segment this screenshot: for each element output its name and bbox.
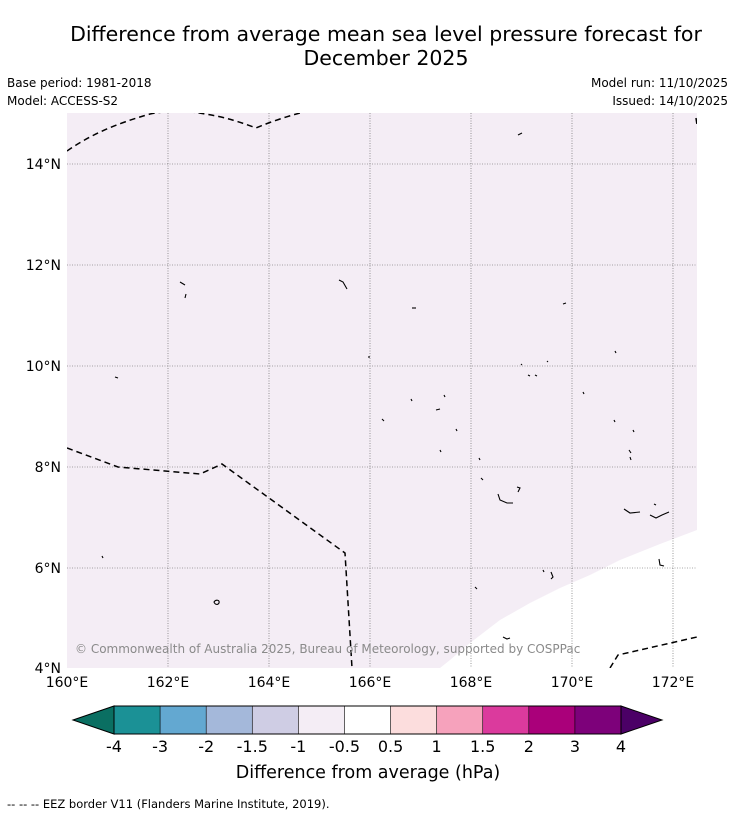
island — [114, 376, 119, 379]
island — [338, 279, 348, 290]
island — [480, 477, 484, 481]
island — [550, 571, 554, 580]
colorbar-segment — [528, 705, 576, 735]
lon-axis: 160°E 162°E 164°E 166°E 168°E 170°E 172°… — [46, 675, 695, 691]
colorbar-tick-label: -1.5 — [237, 737, 268, 756]
island — [184, 293, 187, 299]
lon-label-172e: 172°E — [652, 675, 695, 691]
lat-label-14n: 14°N — [26, 157, 61, 173]
lat-gridlines — [67, 163, 697, 569]
island — [546, 360, 549, 363]
colorbar-segment — [436, 705, 484, 735]
eez-borders — [67, 113, 697, 668]
lat-label-4n: 4°N — [35, 661, 61, 677]
island — [381, 418, 385, 422]
island — [410, 398, 413, 402]
island — [213, 599, 220, 605]
island — [435, 408, 441, 411]
island — [179, 281, 186, 286]
colorbar-tick-label: 0.5 — [378, 737, 403, 756]
title-line-2: December 2025 — [303, 46, 469, 70]
island — [527, 374, 538, 377]
model-label: Model: ACCESS-S2 — [7, 94, 119, 108]
lat-label-12n: 12°N — [26, 258, 61, 274]
island — [623, 508, 641, 514]
colorbar-tick-label: -2 — [198, 737, 214, 756]
colorbar-tick-label: -4 — [106, 737, 122, 756]
colorbar-extend-high — [620, 705, 664, 735]
lon-label-164e: 164°E — [248, 675, 291, 691]
colorbar-tick-label: 4 — [616, 737, 626, 756]
island — [613, 419, 616, 423]
colorbar-segment — [344, 705, 392, 735]
colorbar-tick-label: -0.5 — [329, 737, 360, 756]
colorbar-tick-label: 2 — [524, 737, 534, 756]
island — [653, 503, 657, 506]
colorbar-segment — [205, 705, 253, 735]
eez-border-north — [67, 113, 301, 152]
colorbar-tick-label: 1.5 — [470, 737, 495, 756]
island — [443, 394, 446, 398]
colorbar-tick-label: -3 — [152, 737, 168, 756]
colorbar-tick-label: 3 — [570, 737, 580, 756]
title-line-1: Difference from average mean sea level p… — [70, 22, 702, 46]
island — [632, 429, 635, 433]
lon-label-166e: 166°E — [349, 675, 392, 691]
lat-label-6n: 6°N — [35, 561, 61, 577]
lat-label-8n: 8°N — [35, 460, 61, 476]
issued-label: Issued: 14/10/2025 — [612, 94, 728, 108]
colorbar-segment — [574, 705, 622, 735]
model-run-label: Model run: 11/10/2025 — [590, 76, 728, 90]
island — [582, 391, 585, 395]
island — [628, 449, 632, 461]
colorbar-segments — [113, 705, 622, 735]
colorbar-segment — [482, 705, 530, 735]
islands — [101, 132, 670, 640]
colorbar-tick-labels: -4 -3 -2 -1.5 -1 -0.5 0.5 1 1.5 2 3 4 — [106, 737, 626, 756]
colorbar-frame — [113, 705, 622, 735]
colorbar-segment — [390, 705, 438, 735]
eez-border-northeast — [695, 117, 697, 126]
lon-label-160e: 160°E — [46, 675, 89, 691]
island — [658, 558, 665, 567]
lon-label-162e: 162°E — [147, 675, 190, 691]
pressure-anomaly-region — [67, 113, 697, 668]
eez-border-central — [67, 447, 353, 668]
island — [520, 363, 523, 366]
island — [502, 636, 511, 640]
map-panel: © Commonwealth of Australia 2025, Bureau… — [67, 113, 697, 668]
island — [439, 449, 442, 453]
island — [478, 457, 481, 461]
colorbar-tick-label: 1 — [432, 737, 442, 756]
island — [517, 132, 523, 136]
island — [497, 493, 513, 504]
lon-label-170e: 170°E — [551, 675, 594, 691]
colorbar-segment — [251, 705, 299, 735]
island — [542, 569, 545, 573]
colorbar-extend-low — [71, 705, 115, 735]
colorbar-segment — [159, 705, 207, 735]
colorbar-tick-label: -1 — [290, 737, 306, 756]
lat-axis: 14°N 12°N 10°N 8°N 6°N 4°N — [26, 157, 61, 677]
island — [562, 302, 567, 305]
colorbar-segment — [113, 705, 161, 735]
island — [614, 350, 617, 354]
island — [101, 555, 104, 559]
copyright-notice: © Commonwealth of Australia 2025, Bureau… — [75, 642, 580, 656]
lon-gridlines — [167, 113, 674, 668]
island — [455, 428, 458, 432]
island — [474, 586, 478, 590]
eez-border-southeast — [609, 636, 697, 668]
colorbar-segment — [298, 705, 346, 735]
lat-label-10n: 10°N — [26, 359, 61, 375]
chart-title: Difference from average mean sea level p… — [0, 22, 736, 70]
island — [649, 511, 670, 519]
base-period-label: Base period: 1981-2018 — [7, 76, 152, 90]
colorbar-title: Difference from average (hPa) — [236, 763, 501, 783]
island — [516, 486, 521, 493]
lon-label-168e: 168°E — [450, 675, 493, 691]
eez-footnote: -- -- -- EEZ border V11 (Flanders Marine… — [7, 797, 330, 811]
colorbar: -4 -3 -2 -1.5 -1 -0.5 0.5 1 1.5 2 3 4 Difference fr… — [71, 705, 664, 783]
